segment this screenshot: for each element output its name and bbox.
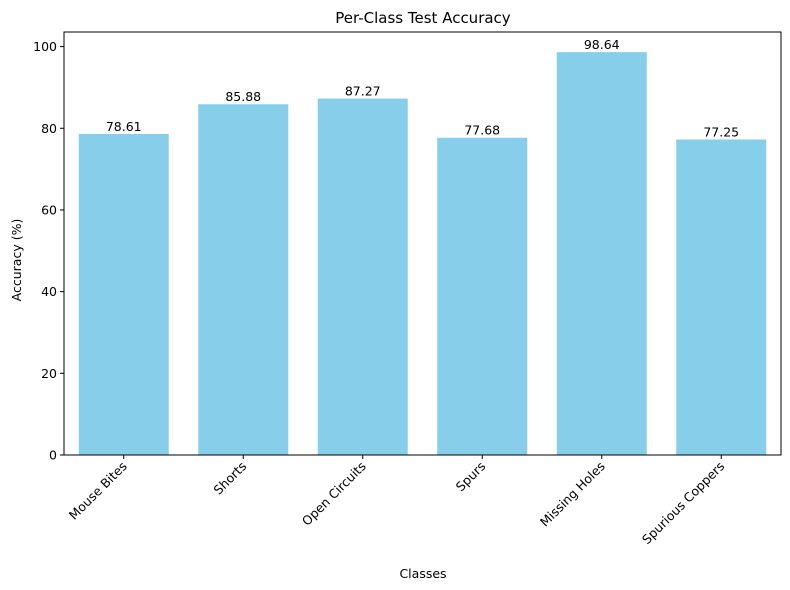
x-tick-label: Missing Holes xyxy=(537,459,608,530)
bar-value-label: 98.64 xyxy=(584,37,620,52)
y-tick-label: 20 xyxy=(41,366,57,381)
x-tick-label: Spurs xyxy=(453,459,489,495)
y-tick-label: 40 xyxy=(41,284,57,299)
bars-group xyxy=(78,52,767,456)
y-tick-label: 100 xyxy=(33,39,57,54)
bar-value-label: 85.88 xyxy=(225,89,261,104)
bar xyxy=(437,137,528,455)
x-axis: Mouse Bites Shorts Open Circuits Spurs Missi… xyxy=(66,455,727,547)
y-tick-label: 80 xyxy=(41,121,57,136)
chart-title: Per-Class Test Accuracy xyxy=(335,9,511,27)
x-axis-label: Classes xyxy=(399,566,446,581)
bar xyxy=(317,98,408,456)
y-tick-label: 60 xyxy=(41,202,57,217)
x-tick-label: Open Circuits xyxy=(299,459,369,529)
y-tick-label: 0 xyxy=(49,448,57,463)
bar xyxy=(198,104,289,456)
y-axis: 0 20 40 60 80 100 xyxy=(33,39,64,463)
bar xyxy=(78,133,169,456)
bar xyxy=(556,52,647,456)
x-tick-label: Mouse Bites xyxy=(66,459,130,523)
bar-value-label: 77.25 xyxy=(703,124,739,139)
value-labels-group: 78.61 85.88 87.27 77.68 98.64 77.25 xyxy=(106,37,739,139)
bar-value-label: 78.61 xyxy=(106,119,142,134)
bar xyxy=(676,139,767,456)
plot-frame xyxy=(63,31,782,456)
x-tick-label: Spurious Coppers xyxy=(639,459,727,547)
bar-value-label: 77.68 xyxy=(464,123,500,138)
bar-value-label: 87.27 xyxy=(345,84,381,99)
x-tick-label: Shorts xyxy=(210,459,249,498)
y-axis-label: Accuracy (%) xyxy=(9,219,24,302)
